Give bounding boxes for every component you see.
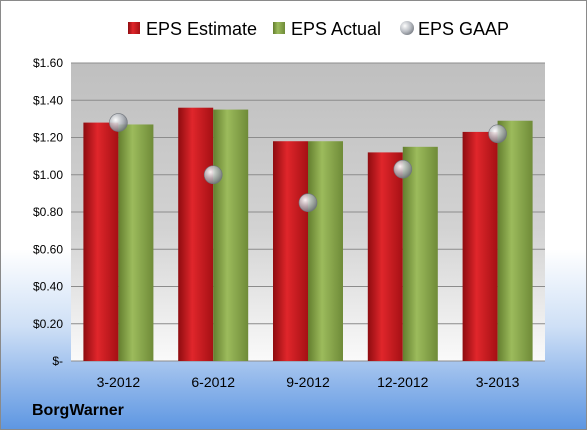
point-eps-gaap (298, 193, 318, 212)
bar-eps-estimate (83, 122, 119, 361)
legend: EPS Estimate EPS Actual EPS GAAP (128, 19, 509, 39)
y-axis-labels: $1.60 $1.40 $1.20 $1.00 $0.80 $0.60 $0.40 $0.20… (33, 56, 63, 368)
point-eps-gaap (109, 113, 128, 132)
y-tick-label: $- (52, 354, 63, 368)
y-tick-label: $0.20 (33, 317, 63, 331)
bar-eps-estimate (462, 131, 498, 361)
y-tick-label: $1.60 (33, 56, 63, 70)
legend-label-estimate: EPS Estimate (146, 19, 257, 39)
y-tick-label: $1.40 (33, 93, 63, 107)
y-tick-label: $0.80 (33, 205, 63, 219)
y-tick-label: $0.40 (33, 280, 63, 294)
x-category-label: 9-2012 (286, 374, 330, 390)
company-name: BorgWarner (32, 402, 124, 419)
y-tick-label: $1.00 (33, 168, 63, 182)
x-category-label: 3-2013 (476, 374, 520, 390)
bar-eps-estimate (178, 107, 214, 361)
gaap-points (109, 113, 507, 212)
legend-swatch-estimate (128, 22, 140, 34)
bar-eps-actual (213, 109, 249, 361)
x-axis-labels: 3-2012 6-2012 9-2012 12-2012 3-2013 (97, 374, 520, 390)
legend-label-gaap: EPS GAAP (418, 19, 509, 39)
legend-label-actual: EPS Actual (291, 19, 381, 39)
point-eps-gaap (488, 124, 507, 144)
x-category-label: 12-2012 (377, 374, 429, 390)
bar-eps-actual (308, 141, 343, 361)
bar-eps-actual (402, 146, 438, 361)
legend-swatch-gaap (400, 21, 414, 35)
x-category-label: 3-2012 (97, 374, 141, 390)
point-eps-gaap (393, 159, 413, 179)
bar-eps-estimate (273, 141, 308, 361)
bars (83, 107, 533, 362)
bar-eps-estimate (367, 152, 403, 361)
bar-eps-actual (118, 124, 154, 362)
point-eps-gaap (203, 165, 223, 185)
y-tick-label: $0.60 (33, 242, 63, 256)
bar-eps-actual (497, 120, 533, 361)
legend-swatch-actual (273, 22, 285, 34)
x-category-label: 6-2012 (191, 374, 235, 390)
y-tick-label: $1.20 (33, 131, 63, 145)
